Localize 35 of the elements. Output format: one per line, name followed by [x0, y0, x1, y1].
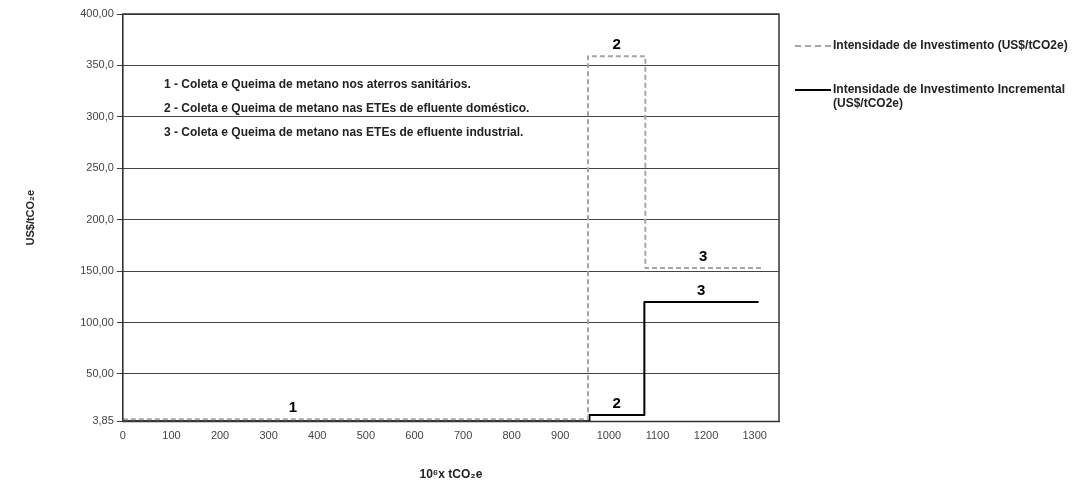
x-tick-label: 1200 [693, 429, 719, 442]
x-tick-label: 400 [308, 429, 327, 442]
x-tick-label: 300 [259, 429, 278, 442]
x-tick-label: 600 [405, 429, 424, 442]
x-axis-title: 10⁶x tCO₂e [419, 467, 483, 482]
y-tick-label: 200,0 [86, 212, 114, 225]
x-tick-label: 500 [356, 429, 376, 442]
x-tick-label: 1100 [645, 429, 670, 442]
annotation: 2 - Coleta e Queima de metano nas ETEs de efluente doméstico. [164, 100, 531, 117]
x-tick-label: 700 [453, 429, 473, 442]
annotation: 3 - Coleta e Queima de metano nas ETEs de efluente industrial. [164, 124, 525, 141]
y-tick-label: 250,0 [86, 161, 114, 174]
x-tick-label: 100 [162, 429, 181, 442]
x-tick-label: 1300 [742, 429, 767, 442]
x-tick-label: 200 [210, 429, 230, 442]
legend-label: Intensidade de Investimento Incremental (US$/tCO2e) [833, 82, 1067, 110]
x-tick-label: 800 [502, 429, 521, 442]
y-axis-title: US$/tCO₂e [23, 189, 36, 246]
annotation: 2 [612, 34, 621, 52]
annotation: 3 [699, 246, 708, 264]
annotation: 3 [697, 280, 706, 298]
annotation: 1 - Coleta e Queima de metano nos aterros sanitários. [164, 76, 472, 93]
y-tick-label: 3,85 [92, 414, 114, 427]
y-tick-label: 350,0 [86, 58, 114, 71]
annotation: 1 [288, 397, 298, 415]
y-tick-label: 150,00 [80, 264, 114, 277]
y-tick-label: 300,0 [86, 109, 114, 122]
x-tick-label: 1000 [596, 429, 622, 442]
annotation: 2 [612, 393, 621, 411]
legend-label: Intensidade de Investimento (US$/tCO2e) [833, 38, 1068, 52]
y-tick-label: 100,00 [80, 315, 114, 328]
y-tick-label: 50,00 [86, 366, 114, 379]
x-tick-label: 900 [551, 429, 570, 442]
x-tick-label: 0 [119, 429, 126, 442]
y-tick-label: 400,00 [80, 7, 114, 20]
